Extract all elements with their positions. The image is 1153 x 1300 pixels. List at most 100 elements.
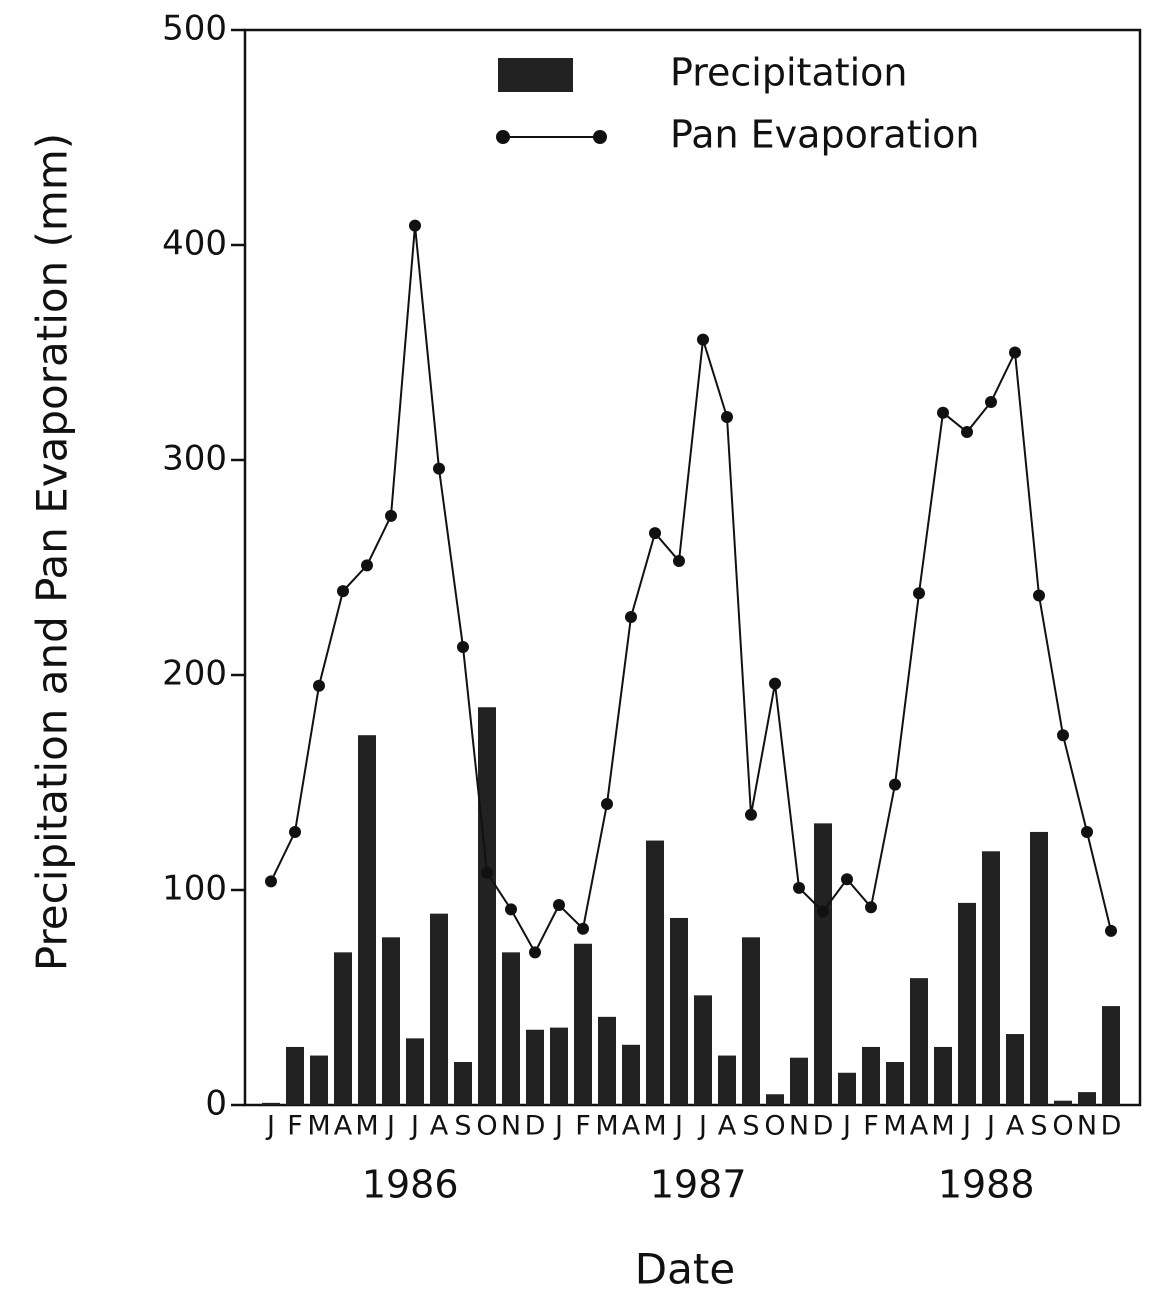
point (1081, 825, 1093, 838)
point (337, 585, 349, 598)
x-tick-label: J (385, 1111, 395, 1142)
bar (934, 1046, 952, 1105)
bar (358, 735, 376, 1105)
bar (646, 840, 664, 1105)
point (865, 901, 877, 914)
x-tick-label: M (643, 1111, 666, 1142)
x-tick-label: M (307, 1111, 330, 1142)
point (433, 462, 445, 475)
bar (286, 1046, 304, 1105)
bar (910, 978, 928, 1105)
bar (982, 851, 1000, 1105)
point (937, 406, 949, 419)
point (649, 527, 661, 540)
point (793, 881, 805, 894)
bar (1054, 1100, 1072, 1105)
x-tick-label: F (287, 1111, 303, 1142)
bar (526, 1029, 544, 1105)
x-tick-label: A (622, 1111, 641, 1142)
point (265, 875, 277, 888)
point (1009, 346, 1021, 359)
x-tick-label: A (910, 1111, 929, 1142)
x-tick-label: O (764, 1111, 785, 1142)
x-tick-label: F (863, 1111, 879, 1142)
legend-dot (496, 130, 510, 144)
x-tick-label: A (1006, 1111, 1025, 1142)
line (270, 225, 1112, 955)
point (409, 219, 421, 232)
bar (502, 952, 520, 1105)
legend-swatch (498, 58, 573, 92)
x-tick-label: A (718, 1111, 737, 1142)
x-tick-label: D (525, 1111, 546, 1142)
x-tick-label: S (454, 1111, 471, 1142)
point (913, 587, 925, 600)
bar (310, 1055, 328, 1105)
point (601, 798, 613, 810)
x-tick-label: N (501, 1111, 521, 1142)
y-tick-label: 200 (162, 654, 227, 694)
bar (814, 823, 832, 1105)
x-tick-label: J (409, 1111, 419, 1142)
point (457, 641, 469, 654)
x-tick-label: N (1077, 1111, 1097, 1142)
x-tick-label: S (1030, 1111, 1047, 1142)
bar (1078, 1092, 1096, 1105)
bar (958, 902, 976, 1105)
y-tick-label: 0 (205, 1084, 227, 1124)
bar (886, 1062, 904, 1105)
point (961, 426, 973, 439)
point (529, 946, 541, 959)
bar (862, 1046, 880, 1105)
bar (694, 995, 712, 1105)
plot-frame (243, 28, 1142, 1107)
bar (718, 1055, 736, 1105)
x-tick-label: J (265, 1111, 275, 1142)
year-label: 1987 (650, 1163, 747, 1207)
x-tick-label: M (595, 1111, 618, 1142)
year-label: 1988 (938, 1163, 1035, 1207)
x-tick-label: D (813, 1111, 834, 1142)
bar (766, 1094, 784, 1105)
x-tick-label: J (841, 1111, 851, 1142)
point (1033, 589, 1045, 602)
bar (478, 707, 496, 1105)
bar (670, 917, 688, 1105)
x-tick-label: N (789, 1111, 809, 1142)
x-tick-label: J (961, 1111, 971, 1142)
bar (838, 1072, 856, 1105)
point (985, 395, 997, 408)
legend-label: Precipitation (670, 51, 908, 95)
x-tick-label: J (985, 1111, 995, 1142)
point (1057, 729, 1069, 742)
bar (1006, 1034, 1024, 1105)
x-tick-label: O (476, 1111, 497, 1142)
bar (382, 937, 400, 1105)
point (721, 411, 733, 423)
bar (742, 937, 760, 1105)
point (289, 825, 301, 838)
bar (1102, 1006, 1120, 1105)
x-tick-label: J (673, 1111, 683, 1142)
x-tick-label: J (553, 1111, 563, 1142)
point (577, 922, 589, 935)
x-tick-label: S (742, 1111, 759, 1142)
x-tick-label: A (334, 1111, 353, 1142)
point (1105, 924, 1117, 937)
x-tick-label: D (1101, 1111, 1122, 1142)
year-label: 1986 (362, 1163, 459, 1207)
bar (790, 1057, 808, 1105)
y-tick-label: 500 (162, 9, 227, 49)
point (385, 509, 397, 522)
bar (574, 943, 592, 1105)
point (697, 333, 709, 346)
legend-label: Pan Evaporation (670, 113, 980, 157)
x-axis-label: Date (635, 1245, 735, 1294)
x-tick-label: J (697, 1111, 707, 1142)
point (505, 903, 517, 916)
bar (334, 952, 352, 1105)
y-tick-label: 400 (162, 224, 227, 264)
legend-dot (593, 130, 607, 144)
point (745, 808, 757, 821)
bar (406, 1038, 424, 1105)
